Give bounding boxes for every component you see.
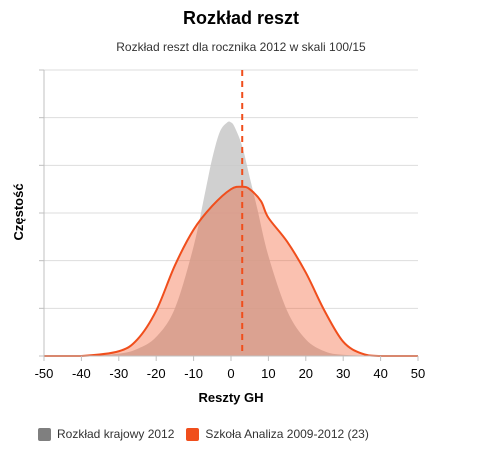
legend-swatch-school <box>186 427 200 441</box>
x-tick-label-6: 10 <box>261 366 275 381</box>
legend-item-school[interactable]: Szkoła Analiza 2009-2012 (23) <box>186 427 369 441</box>
x-tick-label-7: 20 <box>299 366 313 381</box>
x-tick-label-10: 50 <box>411 366 425 381</box>
x-tick-label-2: -30 <box>109 366 128 381</box>
x-tick-label-9: 40 <box>373 366 387 381</box>
x-tick-label-3: -20 <box>147 366 166 381</box>
x-tick-label-0: -50 <box>35 366 54 381</box>
legend-label-national: Rozkład krajowy 2012 <box>57 427 175 441</box>
y-axis-title: Częstość <box>11 183 26 240</box>
series-area-national <box>44 121 418 356</box>
legend-swatch-national <box>38 427 51 441</box>
series-layer <box>44 121 418 357</box>
legend-label-school: Szkoła Analiza 2009-2012 (23) <box>205 427 369 441</box>
x-tick-label-4: -10 <box>184 366 203 381</box>
series-line-school <box>44 185 418 357</box>
legend: Rozkład krajowy 2012 Szkoła Analiza 2009… <box>38 426 381 442</box>
axes: -50 -40 -30 -20 -10 0 10 20 30 40 50 <box>35 69 425 381</box>
x-tick-label-5: 0 <box>227 366 234 381</box>
x-axis-title: Reszty GH <box>198 390 263 405</box>
x-tick-label-8: 30 <box>336 366 350 381</box>
x-tick-label-1: -40 <box>72 366 91 381</box>
chart-subtitle: Rozkład reszt dla rocznika 2012 w skali … <box>116 40 366 54</box>
series-area-school <box>44 186 418 356</box>
chart-title: Rozkład reszt <box>182 8 300 28</box>
legend-item-national[interactable]: Rozkład krajowy 2012 <box>38 427 174 441</box>
